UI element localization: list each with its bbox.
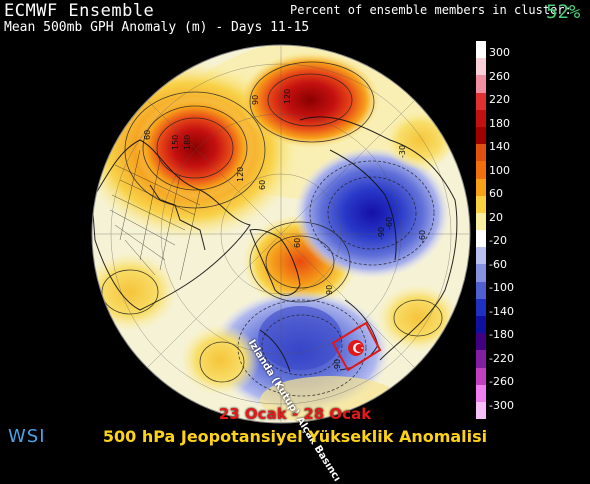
scale-swatch [476, 230, 486, 248]
contour-label: 90 [325, 285, 334, 295]
scale-label: 260 [489, 69, 510, 83]
scale-label: -60 [489, 257, 507, 271]
date-range: 23 Ocak - 28 Ocak [218, 405, 372, 423]
contour-label: 180 [183, 135, 192, 150]
header-subtitle: Mean 500mb GPH Anomaly (m) - Days 11-15 [4, 20, 310, 35]
scale-label: 140 [489, 140, 510, 153]
contour-label: 60 [143, 130, 152, 140]
map-caption: 500 hPa Jeopotansiyel Yükseklik Anomalis… [102, 427, 488, 446]
scale-swatch [476, 316, 486, 334]
scale-label: 20 [489, 210, 503, 224]
contour-label: 120 [283, 89, 292, 104]
scale-swatch [476, 109, 486, 127]
scale-label: -260 [489, 375, 514, 388]
scale-label: 100 [489, 163, 510, 177]
scale-swatch [476, 367, 486, 385]
color-scale [476, 41, 486, 420]
scale-swatch [476, 58, 486, 76]
scale-swatch [476, 264, 486, 282]
contour-label: 60 [293, 238, 302, 248]
scale-swatch [476, 161, 486, 179]
scale-swatch [476, 247, 486, 265]
contour-label: -60 [418, 230, 427, 243]
header-title: ECMWF Ensemble [4, 1, 155, 21]
scale-label: -220 [489, 351, 514, 365]
scale-swatch [476, 92, 486, 110]
contour-label: -30 [398, 145, 407, 158]
scale-swatch [476, 212, 486, 231]
scale-swatch [476, 195, 486, 213]
turkey-highlight [331, 321, 382, 372]
scale-label: -180 [489, 328, 514, 341]
contour-label: -60 [385, 217, 394, 230]
scale-label: -140 [489, 304, 514, 318]
cluster-value: 52% [546, 1, 581, 23]
scale-label: 300 [489, 46, 510, 59]
contour-label: 120 [236, 167, 245, 182]
scale-swatch [476, 144, 486, 162]
scale-label: -100 [489, 281, 514, 294]
contour-label: 150 [171, 135, 180, 150]
scale-swatch [476, 75, 486, 93]
scale-swatch [476, 401, 486, 420]
wsi-logo: WSI [8, 426, 46, 447]
scale-swatch [476, 333, 486, 351]
contour-label: 60 [258, 180, 267, 190]
contour-label: 90 [251, 95, 260, 105]
scale-swatch [476, 41, 486, 59]
scale-swatch [476, 178, 486, 196]
contour-label: -90 [377, 227, 386, 240]
scale-swatch [476, 281, 486, 299]
scale-label: 220 [489, 93, 510, 106]
scale-label: 60 [489, 187, 503, 200]
scale-swatch [476, 350, 486, 368]
contour-label: -90 [333, 359, 342, 372]
anomaly-map: 120 150 180 60 90 60 120 -90 -60 60 90 -… [91, 44, 471, 424]
cluster-label: Percent of ensemble members in cluster: [290, 3, 572, 17]
scale-label: 180 [489, 116, 510, 130]
scale-label: -300 [489, 398, 514, 412]
scale-label: -20 [489, 234, 507, 247]
scale-swatch [476, 298, 486, 316]
scale-swatch [476, 384, 486, 402]
scale-swatch [476, 126, 486, 145]
